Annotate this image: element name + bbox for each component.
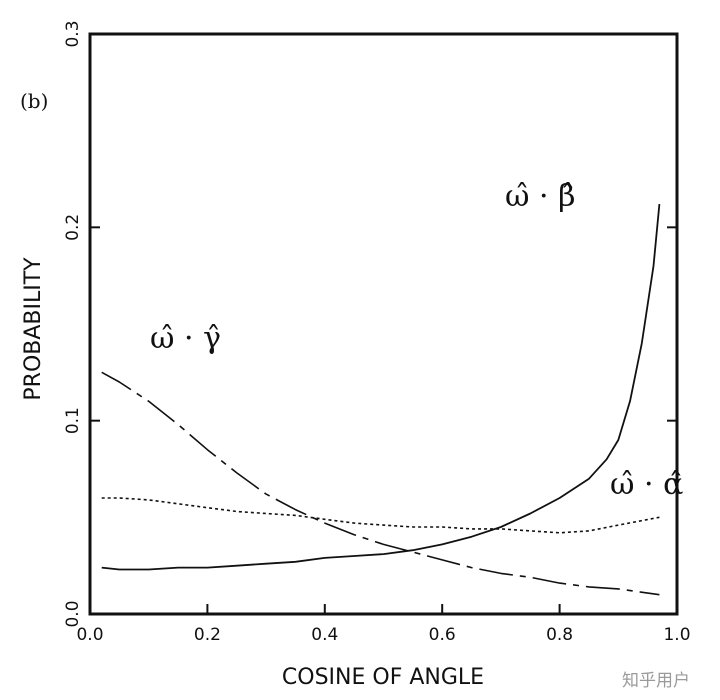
series-beta-line: [101, 204, 661, 571]
plot-frame: [88, 32, 679, 616]
series-label-gamma: ω̂ · γ̂: [150, 321, 221, 356]
x-tick-label: 0.8: [546, 625, 573, 645]
series-gamma-line: [101, 371, 660, 596]
y-tick-label: 0.0: [63, 600, 83, 627]
axis-ticks: 0.0 0.2 0.4 0.6 0.8 1.0 0.0 0.1 0.2 0.3: [63, 20, 691, 645]
series-label-beta: ω̂ · β̂: [505, 179, 575, 214]
plot-border: [88, 32, 679, 616]
y-tick-label: 0.3: [63, 20, 83, 47]
y-tick-label: 0.1: [63, 407, 83, 434]
series-lines: [101, 204, 661, 596]
y-tick-label: 0.2: [63, 214, 83, 241]
series-alpha-line: [101, 497, 660, 534]
series-label-alpha: ω̂ · α̂: [610, 467, 683, 502]
panel-label: (b): [20, 89, 48, 113]
y-axis-label: PROBABILITY: [21, 257, 46, 401]
x-axis-label: COSINE OF ANGLE: [282, 665, 484, 690]
x-tick-label: 0.0: [76, 625, 103, 645]
x-tick-label: 1.0: [663, 625, 690, 645]
x-tick-label: 0.4: [311, 625, 338, 645]
x-tick-label: 0.6: [429, 625, 456, 645]
watermark: 知乎用户: [622, 671, 690, 691]
x-tick-label: 0.2: [194, 625, 221, 645]
